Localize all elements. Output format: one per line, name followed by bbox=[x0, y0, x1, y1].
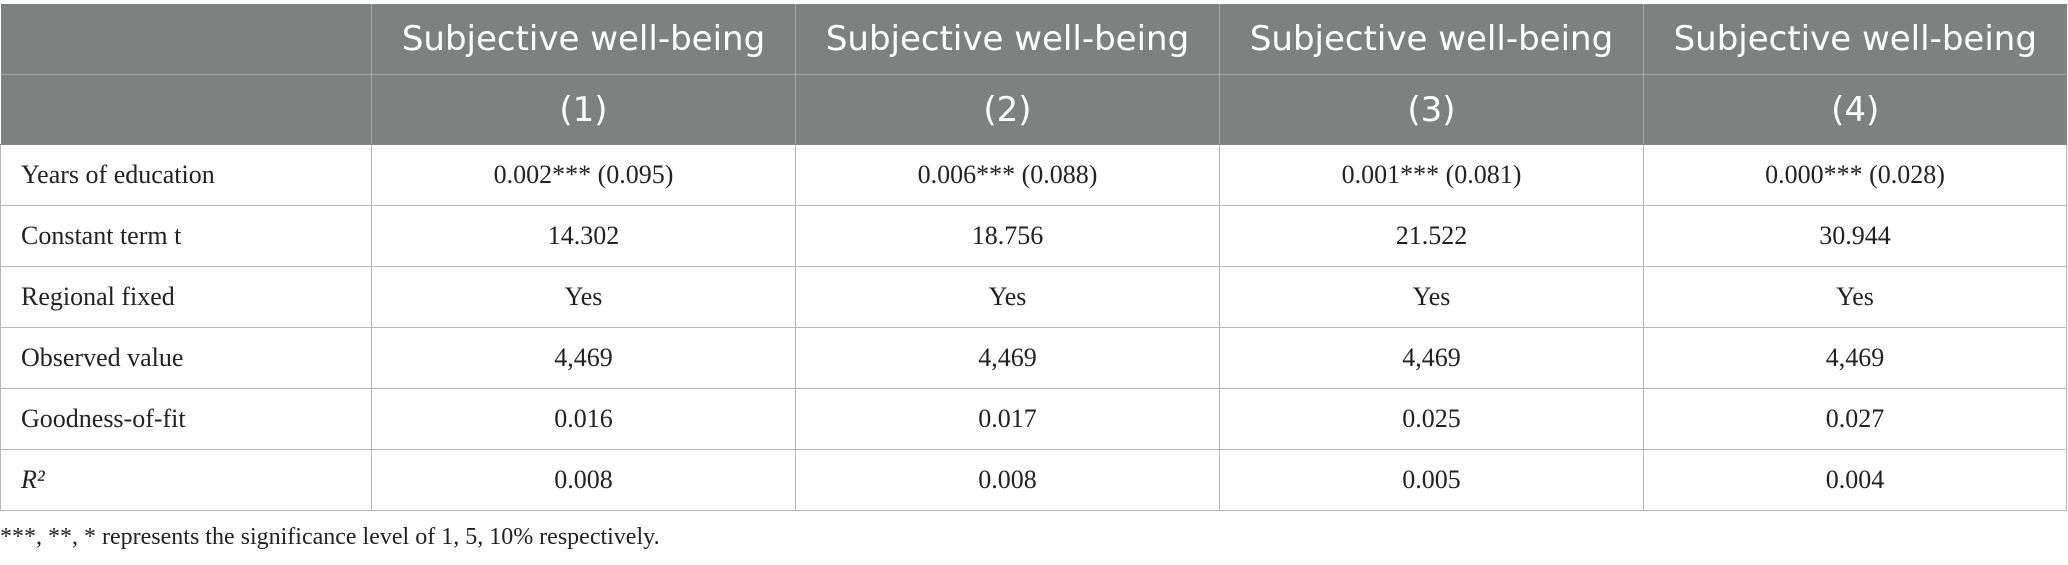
column-header: Subjective well-being bbox=[1643, 4, 2067, 75]
table-cell: 0.006*** (0.088) bbox=[795, 144, 1220, 206]
table-cell: 0.025 bbox=[1219, 388, 1644, 450]
table-cell: 0.001*** (0.081) bbox=[1219, 144, 1644, 206]
column-number: (1) bbox=[371, 74, 796, 145]
table-cell: 30.944 bbox=[1643, 205, 2067, 267]
header-blank bbox=[0, 74, 372, 145]
table-cell: 0.008 bbox=[371, 449, 796, 511]
table-cell: 4,469 bbox=[1643, 327, 2067, 389]
row-label: Years of education bbox=[0, 144, 372, 206]
row-label: Goodness-of-fit bbox=[0, 388, 372, 450]
table-cell: 0.000*** (0.028) bbox=[1643, 144, 2067, 206]
column-header: Subjective well-being bbox=[1219, 4, 1644, 75]
column-number: (4) bbox=[1643, 74, 2067, 145]
table-cell: Yes bbox=[795, 266, 1220, 328]
header-row: Subjective well-being Subjective well-bei… bbox=[0, 4, 2067, 75]
table-cell: Yes bbox=[1643, 266, 2067, 328]
table-cell: 4,469 bbox=[371, 327, 796, 389]
table-row: Regional fixed Yes Yes Yes Yes bbox=[0, 266, 2067, 328]
header-blank bbox=[0, 4, 372, 75]
table-cell: 0.005 bbox=[1219, 449, 1644, 511]
table-cell: 18.756 bbox=[795, 205, 1220, 267]
table-cell: 21.522 bbox=[1219, 205, 1644, 267]
table-row: Years of education 0.002*** (0.095) 0.006*… bbox=[0, 144, 2067, 206]
table-cell: Yes bbox=[1219, 266, 1644, 328]
table-cell: 4,469 bbox=[795, 327, 1220, 389]
table-cell: 0.008 bbox=[795, 449, 1220, 511]
table-body: Years of education 0.002*** (0.095) 0.006*… bbox=[0, 144, 2067, 511]
results-table: Subjective well-being Subjective well-bei… bbox=[0, 4, 2067, 511]
table-cell: 0.027 bbox=[1643, 388, 2067, 450]
footnote: ***, **, * represents the significance l… bbox=[0, 524, 660, 550]
column-number: (2) bbox=[795, 74, 1220, 145]
table-cell: Yes bbox=[371, 266, 796, 328]
table-cell: 0.002*** (0.095) bbox=[371, 144, 796, 206]
column-header: Subjective well-being bbox=[371, 4, 796, 75]
row-label: Constant term t bbox=[0, 205, 372, 267]
table-cell: 0.004 bbox=[1643, 449, 2067, 511]
row-label: R² bbox=[0, 449, 372, 511]
table-row: Goodness-of-fit 0.016 0.017 0.025 0.027 bbox=[0, 388, 2067, 450]
table-cell: 0.017 bbox=[795, 388, 1220, 450]
table-cell: 0.016 bbox=[371, 388, 796, 450]
header-row: (1) (2) (3) (4) bbox=[0, 74, 2067, 145]
column-number: (3) bbox=[1219, 74, 1644, 145]
table-cell: 4,469 bbox=[1219, 327, 1644, 389]
row-label: Regional fixed bbox=[0, 266, 372, 328]
table-row: Constant term t 14.302 18.756 21.522 30.944 bbox=[0, 205, 2067, 267]
row-label: Observed value bbox=[0, 327, 372, 389]
table-row: Observed value 4,469 4,469 4,469 4,469 bbox=[0, 327, 2067, 389]
column-header: Subjective well-being bbox=[795, 4, 1220, 75]
table-header: Subjective well-being Subjective well-bei… bbox=[0, 4, 2067, 145]
table-cell: 14.302 bbox=[371, 205, 796, 267]
table-row: R² 0.008 0.008 0.005 0.004 bbox=[0, 449, 2067, 511]
